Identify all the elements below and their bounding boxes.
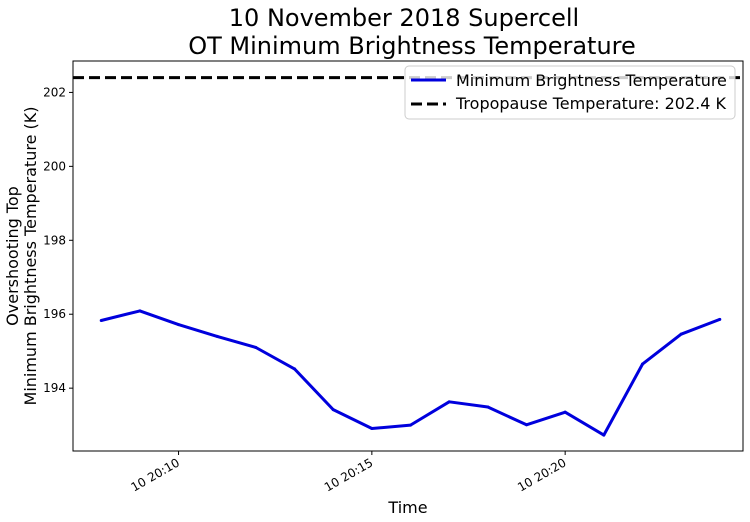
data-point xyxy=(331,408,335,412)
y-tick-label: 200 xyxy=(43,159,66,173)
data-point xyxy=(370,426,374,430)
chart-title-line-2: OT Minimum Brightness Temperature xyxy=(188,32,636,60)
data-point xyxy=(524,423,528,427)
y-tick-label: 194 xyxy=(43,381,66,395)
data-point xyxy=(602,433,606,437)
chart-title-line-1: 10 November 2018 Supercell xyxy=(229,4,579,32)
series-layer xyxy=(73,76,743,437)
y-axis-label-line-2: Minimum Brightness Temperature (K) xyxy=(21,107,40,406)
data-point xyxy=(254,345,258,349)
y-tick-label: 202 xyxy=(43,85,66,99)
x-tick-label: 10 20:15 xyxy=(322,455,375,494)
data-point xyxy=(486,405,490,409)
legend-label-tropopause: Tropopause Temperature: 202.4 K xyxy=(455,94,726,113)
data-point xyxy=(409,423,413,427)
data-point xyxy=(718,317,722,321)
data-point xyxy=(563,410,567,414)
x-tick-label: 10 20:10 xyxy=(129,455,182,494)
legend-box xyxy=(404,65,736,120)
x-tick-label: 10 20:20 xyxy=(515,455,568,494)
data-point xyxy=(215,334,219,338)
y-tick-label: 198 xyxy=(43,233,66,247)
data-point xyxy=(99,319,103,323)
legend-label-min-bt: Minimum Brightness Temperature xyxy=(456,71,727,90)
y-tick-label: 196 xyxy=(43,307,66,321)
data-point xyxy=(447,400,451,404)
y-axis-label-line-1: Overshooting Top xyxy=(3,186,22,326)
data-point xyxy=(640,362,644,366)
legend: Minimum Brightness Temperature Tropopaus… xyxy=(404,65,736,120)
data-point xyxy=(177,323,181,327)
x-axis-label: Time xyxy=(387,498,427,517)
plot-frame xyxy=(72,60,744,452)
data-point xyxy=(138,309,142,313)
data-point xyxy=(293,367,297,371)
data-point xyxy=(679,332,683,336)
